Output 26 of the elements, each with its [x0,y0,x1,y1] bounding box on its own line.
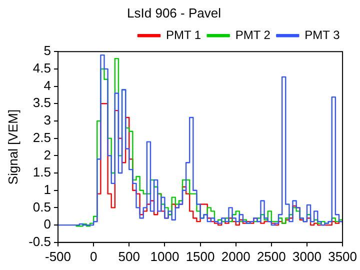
x-tick-label: 2000 [221,248,250,264]
y-axis-title: Signal [VEM] [5,109,20,185]
x-tick-label: 2500 [256,248,286,264]
legend-label: PMT 3 [304,28,340,42]
x-tick-label: 1500 [186,248,215,264]
x-tick-label: 0 [90,248,98,264]
y-tick-label: 0.5 [32,199,51,214]
y-tick-label: 1.5 [32,164,51,180]
y-tick-label: 0 [44,216,51,232]
y-tick-label: 4 [44,78,51,93]
chart-title: LsId 906 - Pavel [127,5,222,20]
x-tick-label: 3500 [328,248,357,264]
x-tick-label: -500 [44,248,72,264]
x-tick-label: 1000 [150,248,180,264]
y-tick-label: 5 [44,43,51,58]
y-tick-label: 1 [44,182,51,197]
y-tick-label: 2 [44,147,51,162]
legend-label: PMT 1 [166,28,202,42]
x-tick-label: 500 [118,248,140,264]
y-tick-label: 4.5 [32,60,51,76]
y-tick-label: -0.5 [28,234,51,249]
y-tick-label: 3 [44,112,51,128]
y-tick-label: 2.5 [32,130,51,145]
x-tick-label: 3000 [292,248,322,264]
legend-label: PMT 2 [235,28,271,42]
y-tick-label: 3.5 [32,95,51,110]
